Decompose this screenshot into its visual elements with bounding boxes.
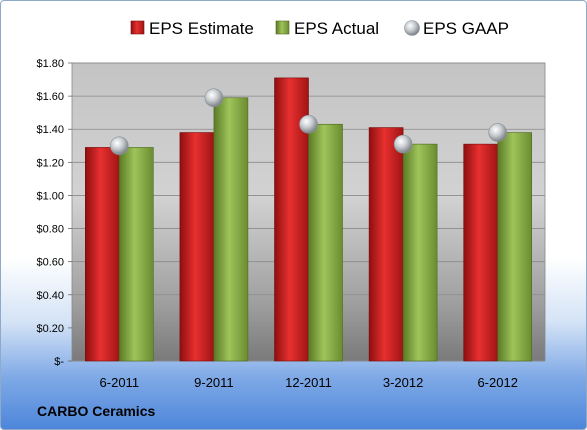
x-tick-label: 6-2012 (477, 375, 517, 390)
x-tick-label: 6-2011 (100, 375, 140, 390)
y-tick-label: $0.20 (36, 323, 64, 335)
bar-eps-estimate (85, 147, 120, 362)
legend-swatch-actual (275, 20, 290, 35)
y-tick-label: $1.80 (36, 58, 64, 70)
bar-eps-actual (402, 143, 438, 362)
company-label: CARBO Ceramics (37, 403, 156, 419)
y-tick-label: $0.60 (36, 257, 64, 269)
y-tick-label: $1.60 (36, 91, 64, 103)
x-tick-label: 3-2012 (383, 375, 423, 390)
legend: EPS Estimate EPS Actual EPS GAAP (130, 19, 509, 38)
legend-label: EPS GAAP (423, 19, 509, 38)
marker-eps-gaap (488, 123, 508, 142)
y-tick-label: $1.40 (36, 124, 64, 136)
bar-eps-actual (308, 123, 343, 362)
y-tick-label: $1.20 (36, 157, 64, 169)
x-tick-label: 9-2011 (194, 375, 234, 390)
marker-eps-gaap (204, 88, 224, 108)
bar-eps-estimate (368, 127, 404, 362)
bar-eps-actual (119, 147, 154, 362)
y-tick-label: $- (54, 356, 64, 368)
bar-eps-estimate (179, 132, 215, 362)
marker-eps-gaap (393, 134, 413, 154)
y-tick-label: $1.00 (36, 190, 64, 202)
y-axis-ticks: $- $0.20 $0.40 $0.60 $0.80 $1.00 $1.20 $1.40 $1.… (36, 58, 72, 368)
bar-eps-estimate (463, 143, 499, 362)
legend-label: EPS Actual (294, 19, 379, 38)
x-axis-ticks: 6-2011 9-2011 12-2011 3-2012 6-2012 (100, 375, 518, 390)
marker-eps-gaap (299, 114, 318, 134)
legend-swatch-gaap (404, 20, 420, 36)
legend-swatch-estimate (130, 20, 145, 35)
y-tick-label: $0.40 (36, 290, 64, 302)
bar-eps-actual (497, 132, 533, 362)
y-tick-label: $0.80 (36, 224, 64, 236)
bars (85, 77, 533, 362)
x-tick-label: 12-2011 (285, 375, 332, 390)
legend-label: EPS Estimate (149, 19, 254, 38)
marker-eps-gaap (110, 136, 129, 156)
gaap-markers (110, 88, 508, 156)
bar-eps-actual (213, 97, 249, 362)
